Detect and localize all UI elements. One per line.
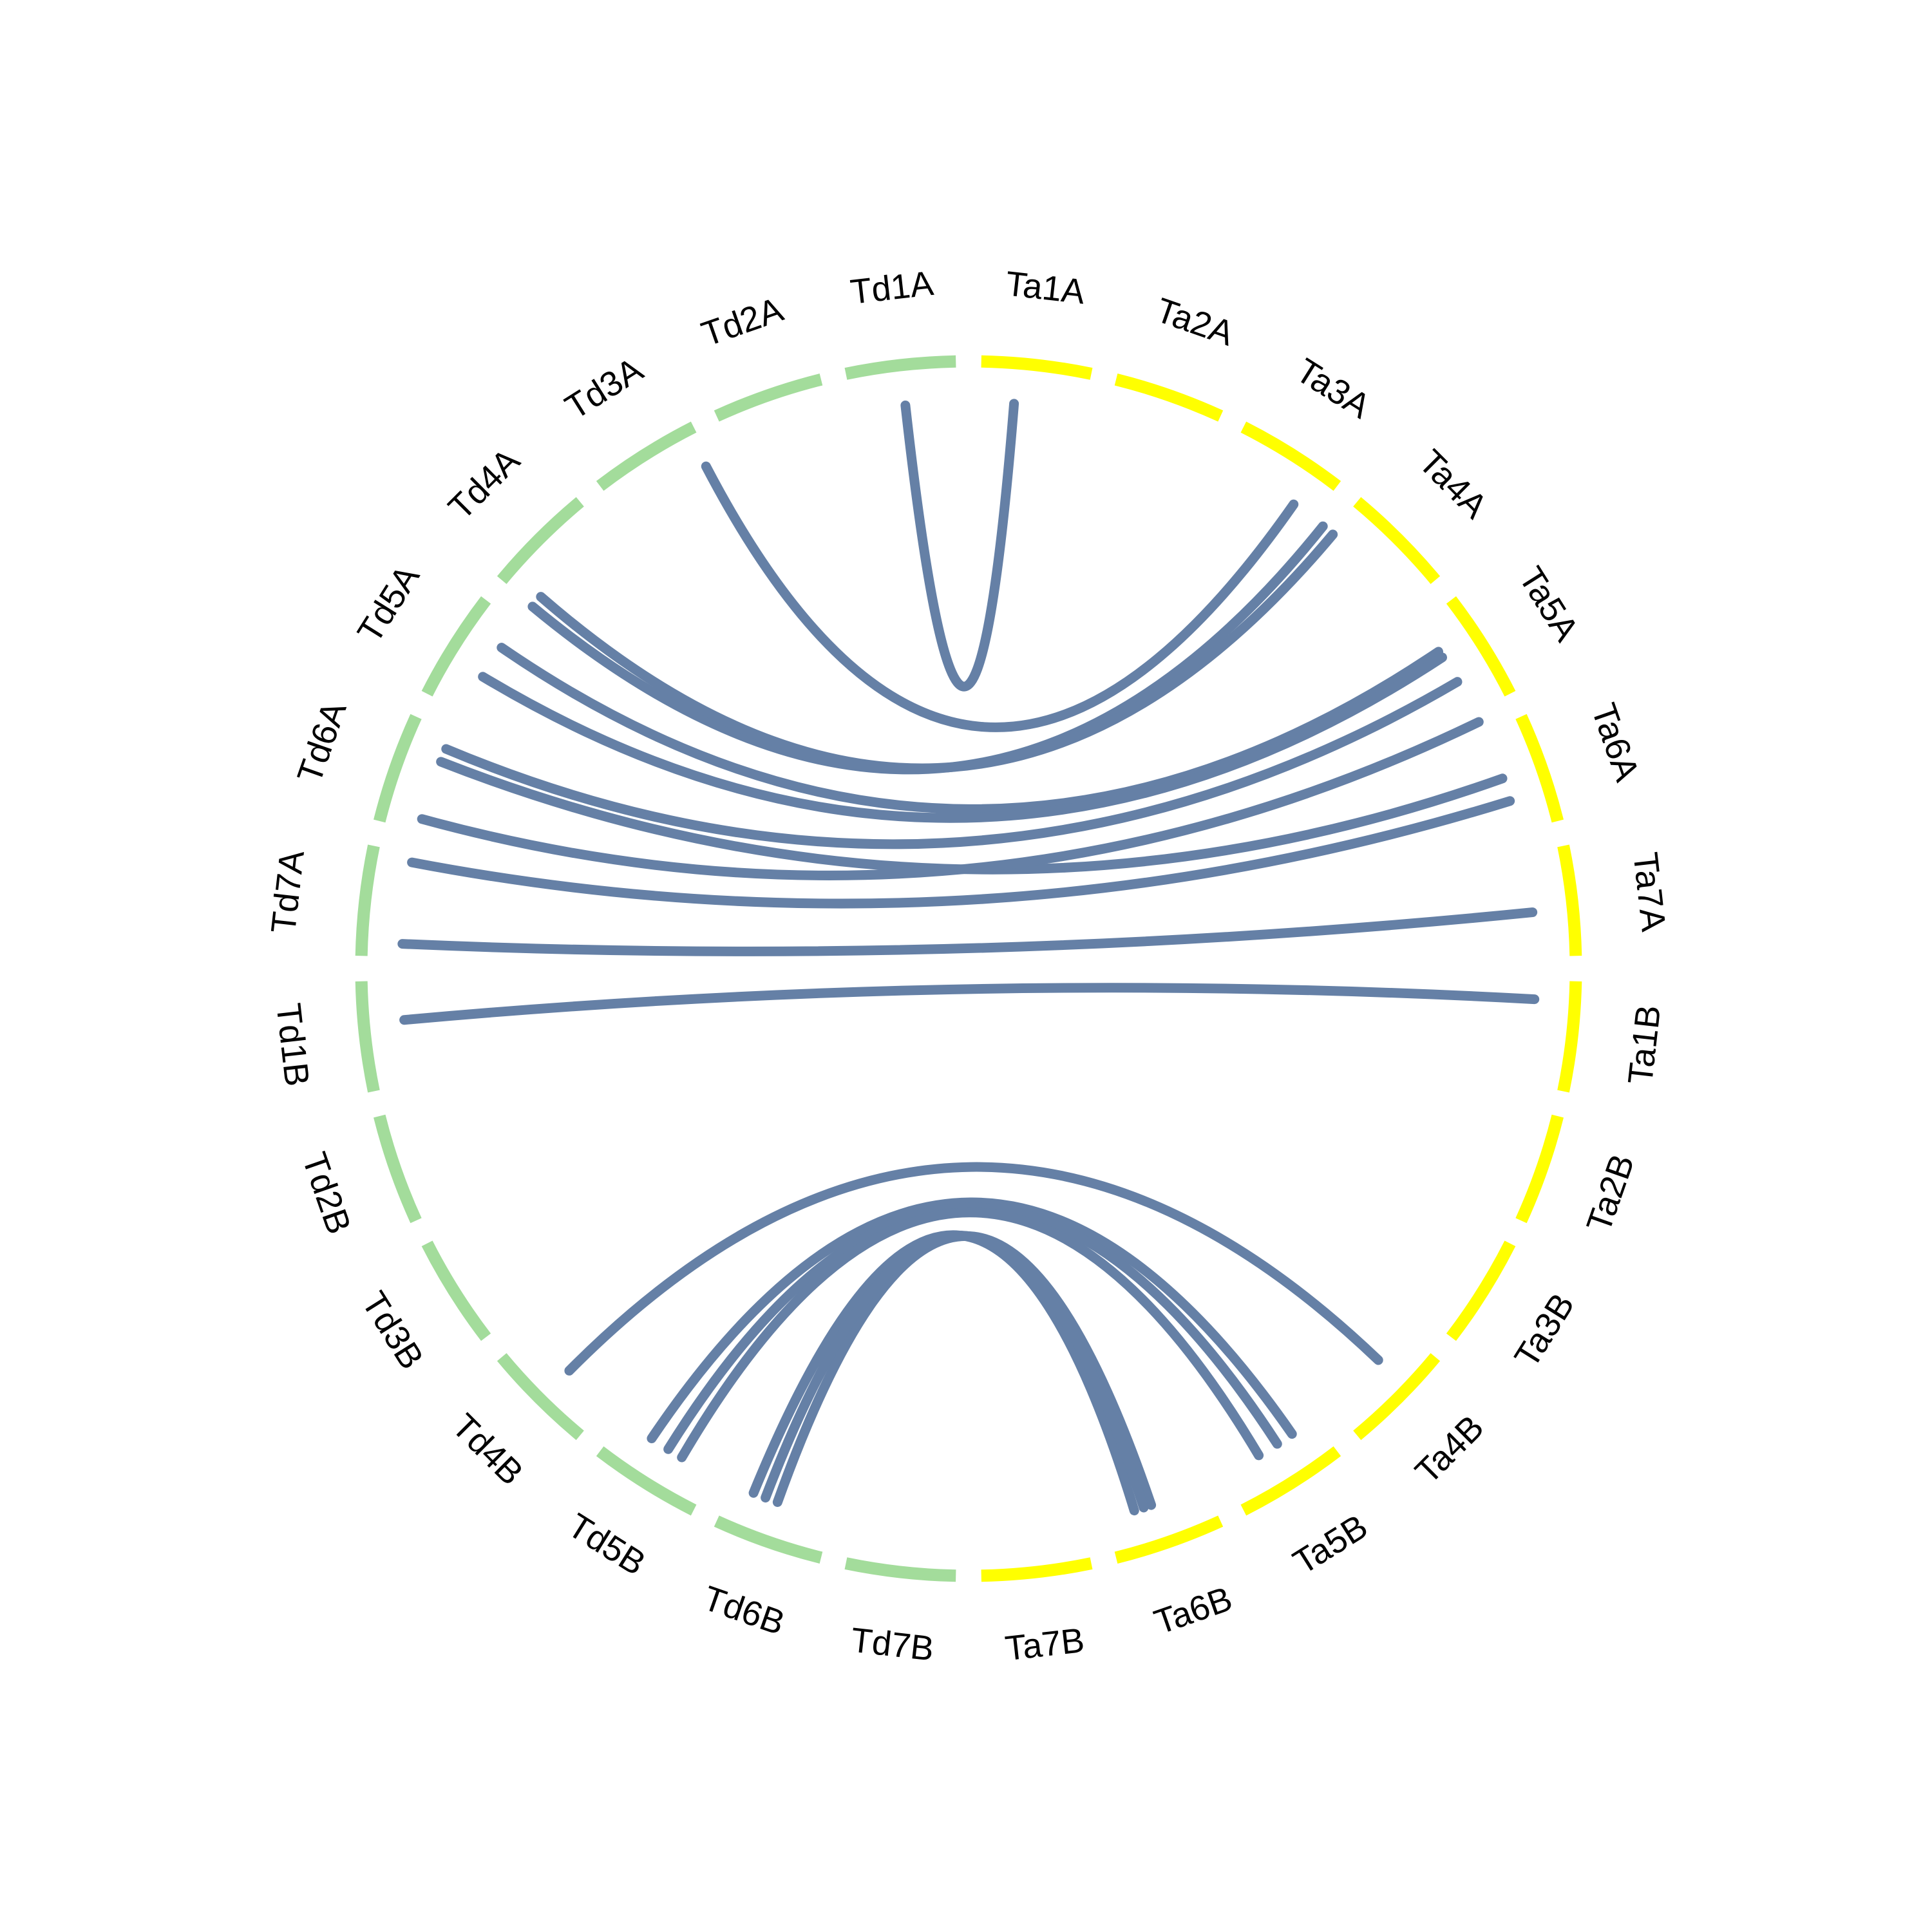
ring-segment [1240, 1446, 1341, 1516]
ring-segment [981, 355, 1093, 380]
segment-label: Ta4A [1411, 442, 1494, 526]
segment-label: Ta1B [1621, 1003, 1668, 1086]
link [497, 643, 1444, 814]
ring-segment [421, 596, 491, 697]
segment-label: Td3A [558, 350, 649, 427]
ring-segment [1557, 981, 1582, 1093]
link [677, 1208, 1264, 1463]
ring-segment [596, 1446, 697, 1516]
ring-segment [1114, 374, 1224, 422]
ring-segment [844, 355, 956, 380]
segment-label: Ta7A [1625, 850, 1672, 933]
link [647, 1197, 1297, 1444]
segment-label: Ta4B [1408, 1408, 1491, 1491]
segment-label: Td6B [698, 1578, 790, 1642]
segment-label: Ta3B [1507, 1287, 1582, 1374]
ring-segment [355, 981, 380, 1093]
ring-segment [374, 1114, 422, 1224]
segment-label: Td5A [350, 558, 427, 649]
segment-label: Td7A [264, 848, 312, 935]
segment-label: Ta2B [1579, 1150, 1642, 1237]
segment-label: Td2B [294, 1148, 358, 1239]
ring-segment [355, 844, 380, 956]
ring-segment [497, 1353, 584, 1441]
segment-label: Ta6B [1150, 1579, 1237, 1642]
link [761, 1231, 1149, 1513]
ring-segment [1353, 497, 1441, 584]
link [564, 1162, 1383, 1376]
ring-segment [1114, 1515, 1224, 1564]
segment-label: Td6A [290, 697, 354, 788]
link [399, 983, 1540, 1025]
link [701, 461, 1299, 732]
ring-segment [497, 497, 584, 584]
segment-label: Td1B [269, 1001, 316, 1088]
link [478, 652, 1448, 823]
ring-segment [374, 714, 422, 823]
segment-label: Td5B [561, 1506, 652, 1583]
segment-label: Ta5B [1287, 1507, 1374, 1582]
segment-label: Td3B [354, 1285, 431, 1376]
segment-label: Td2A [697, 290, 788, 354]
ring-segment [1240, 421, 1341, 491]
links [397, 399, 1540, 1516]
link [441, 677, 1463, 849]
link [663, 1202, 1282, 1454]
segment-label: Ta5A [1511, 560, 1586, 648]
ring-segment [714, 374, 823, 422]
segment-label: Ta3A [1289, 351, 1377, 426]
ring-segment [421, 1240, 491, 1341]
link [536, 529, 1338, 773]
segment-label: Td4A [441, 441, 527, 527]
ring-segment [844, 1557, 956, 1582]
segment-label: Td1A [848, 264, 935, 312]
ring-segment [1446, 596, 1516, 697]
ring-segment [1446, 1240, 1516, 1341]
segment-label: Ta7B [1003, 1621, 1086, 1668]
ring-segment [714, 1515, 823, 1564]
ring-segment [981, 1557, 1093, 1582]
ring-segment [1557, 844, 1582, 956]
segment-label: Ta2A [1151, 290, 1238, 353]
segment-label: Td7B [849, 1621, 936, 1669]
ring-segment [1515, 1114, 1564, 1224]
link [900, 399, 1019, 692]
link [407, 796, 1515, 909]
ring [355, 355, 1582, 1582]
ring-segment [596, 421, 697, 491]
link [397, 907, 1538, 956]
segment-label: Td4B [444, 1406, 531, 1493]
segment-label: Ta6A [1584, 699, 1646, 786]
ring-segment [1515, 714, 1564, 823]
segment-label: Ta1A [1004, 264, 1087, 311]
ring-segment [1353, 1353, 1441, 1441]
link [417, 717, 1484, 880]
